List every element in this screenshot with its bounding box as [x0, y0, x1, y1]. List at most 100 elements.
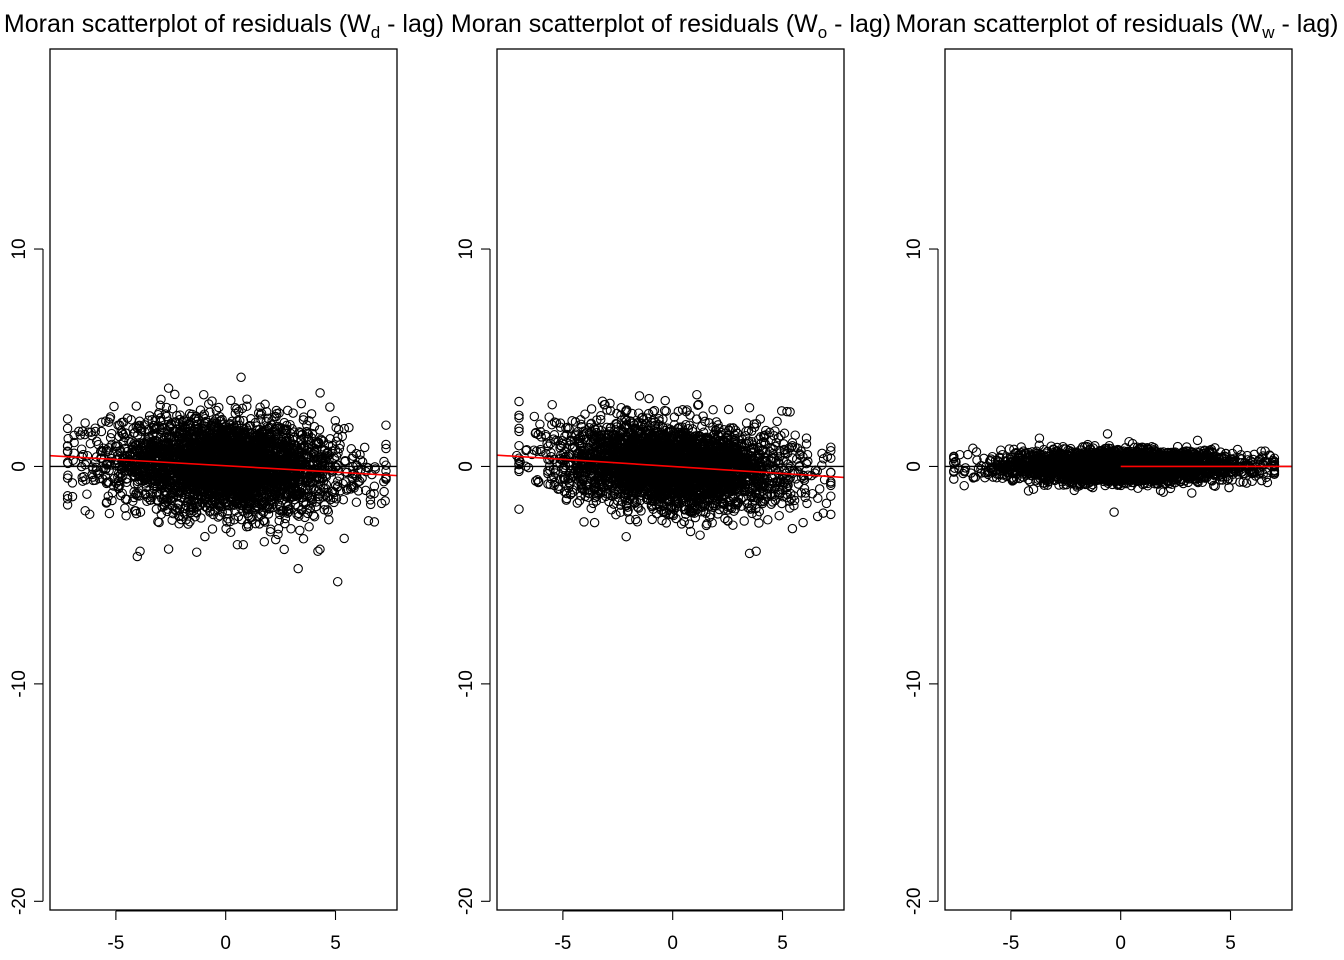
panel-1-axes: -5 0 5 -20 -10 0 10: [9, 238, 341, 954]
panel-1-point: [296, 398, 307, 409]
panel-2-point: [772, 416, 782, 427]
panel-1-point: [339, 533, 349, 544]
panel-1-point: [274, 515, 284, 526]
panel-1-point: [101, 498, 112, 508]
panel-1-outlier-point: [332, 576, 343, 587]
panel-2-title: Moran scatterplot of residuals (Wo - lag…: [451, 10, 891, 42]
panel-1-point: [270, 534, 281, 545]
panel-2-point: [695, 530, 705, 540]
panel-1-point: [104, 508, 115, 519]
panel-1-point: [298, 534, 309, 544]
panel-1-outlier-point: [163, 544, 174, 554]
panel-1-point: [131, 401, 142, 411]
panel-1-point: [274, 504, 284, 515]
panel-1-point: [369, 517, 380, 527]
panel-1-point: [381, 439, 391, 450]
panel-1-point: [70, 457, 81, 467]
panel-1-x-tick-label: 5: [330, 933, 341, 954]
panel-2-point: [723, 404, 734, 415]
panel-1-point: [167, 403, 178, 414]
panel-1-point: [255, 402, 265, 413]
panel-1-outlier-point: [80, 418, 90, 428]
panel-1-y-tick-label: -10: [9, 670, 30, 697]
panel-1-point: [229, 515, 240, 525]
panel-1-point: [161, 402, 172, 413]
panel-1-point: [109, 401, 119, 412]
panel-1-point: [351, 497, 362, 508]
panel-1-x-tick-label: -5: [107, 933, 124, 954]
panel-1-point: [129, 506, 140, 516]
panel-1-y-tick-label: -20: [9, 888, 30, 915]
panel-1-point: [344, 422, 354, 433]
panel-1-point-cloud: [62, 388, 391, 562]
panel-1-outlier-point: [183, 396, 194, 406]
panel-1-outlier-point: [313, 546, 323, 556]
panel-2-point: [647, 514, 657, 525]
panel-1-point: [304, 522, 314, 532]
panel-1-point: [106, 428, 117, 439]
panel-2-point: [514, 504, 524, 514]
panel-1-point: [62, 494, 73, 504]
panel-1-point: [177, 417, 188, 427]
panel-1-point: [214, 402, 224, 413]
panel-2-point: [547, 399, 557, 410]
panel-1-point: [325, 402, 335, 412]
panel-1-point: [324, 514, 334, 525]
panel-1-point: [68, 455, 78, 465]
panel-1-point: [256, 408, 267, 419]
panel-1-point: [306, 409, 317, 419]
panel-2-point: [514, 396, 524, 407]
panel-1-point: [105, 433, 116, 443]
panel-1-y-tick-label: 0: [9, 461, 30, 472]
panel-1-point: [110, 460, 121, 470]
panel-1-point: [255, 410, 266, 420]
panel-1-point: [156, 394, 166, 405]
panel-1-point: [155, 400, 165, 411]
panel-1-x-tick-label: 0: [220, 933, 231, 954]
panel-1-point: [62, 423, 73, 434]
panel-1-point: [95, 446, 106, 457]
panel-1-point: [359, 442, 370, 453]
panel-1-point: [207, 524, 218, 534]
panel-1-point: [62, 500, 73, 510]
panel-1-point: [180, 503, 190, 514]
panel-1-point: [311, 497, 321, 507]
panel-1-point: [200, 531, 210, 542]
panel-1-point: [196, 513, 206, 523]
panel-1-outlier-point: [363, 516, 374, 526]
panel-1: Moran scatterplot of residuals (Wd - lag…: [4, 10, 444, 954]
panel-1-point: [346, 444, 357, 454]
panel-1-point: [282, 405, 293, 416]
panel-1-point: [232, 404, 242, 414]
panel-1-point: [213, 512, 223, 522]
panel-1-point: [82, 450, 93, 461]
panel-1-outlier-point: [135, 546, 145, 556]
panel-1-point: [279, 544, 289, 555]
panel-1-point: [128, 496, 138, 507]
panel-1-point: [198, 411, 208, 422]
panel-1-y-tick-label: 10: [9, 238, 30, 259]
panel-1-point: [295, 525, 305, 536]
panel-1-point: [379, 486, 389, 497]
panel-1-outlier-point: [198, 389, 209, 400]
panel-2-point: [574, 496, 585, 506]
panel-2-point: [813, 493, 823, 504]
panel-1-outlier-point: [163, 383, 174, 393]
panel-1-point: [132, 551, 143, 562]
panel-1-outlier-point: [293, 563, 303, 574]
panel-1-point: [62, 414, 73, 424]
panel-1-outlier-point: [238, 539, 249, 550]
panel-2: Moran scatterplot of residuals (Wo - lag…: [451, 10, 891, 954]
panel-1-point: [259, 537, 270, 547]
panel-1-point: [329, 487, 340, 498]
panel-1-point: [121, 511, 131, 521]
panel-1-point: [230, 408, 241, 419]
panel-1-title: Moran scatterplot of residuals (Wd - lag…: [4, 10, 444, 42]
panel-2-point: [763, 515, 773, 525]
panel-1-point: [381, 420, 391, 430]
panel-1-point: [191, 547, 202, 557]
panel-2-point: [723, 515, 733, 526]
panel-1-point: [120, 503, 130, 513]
panel-1-point: [67, 478, 78, 488]
